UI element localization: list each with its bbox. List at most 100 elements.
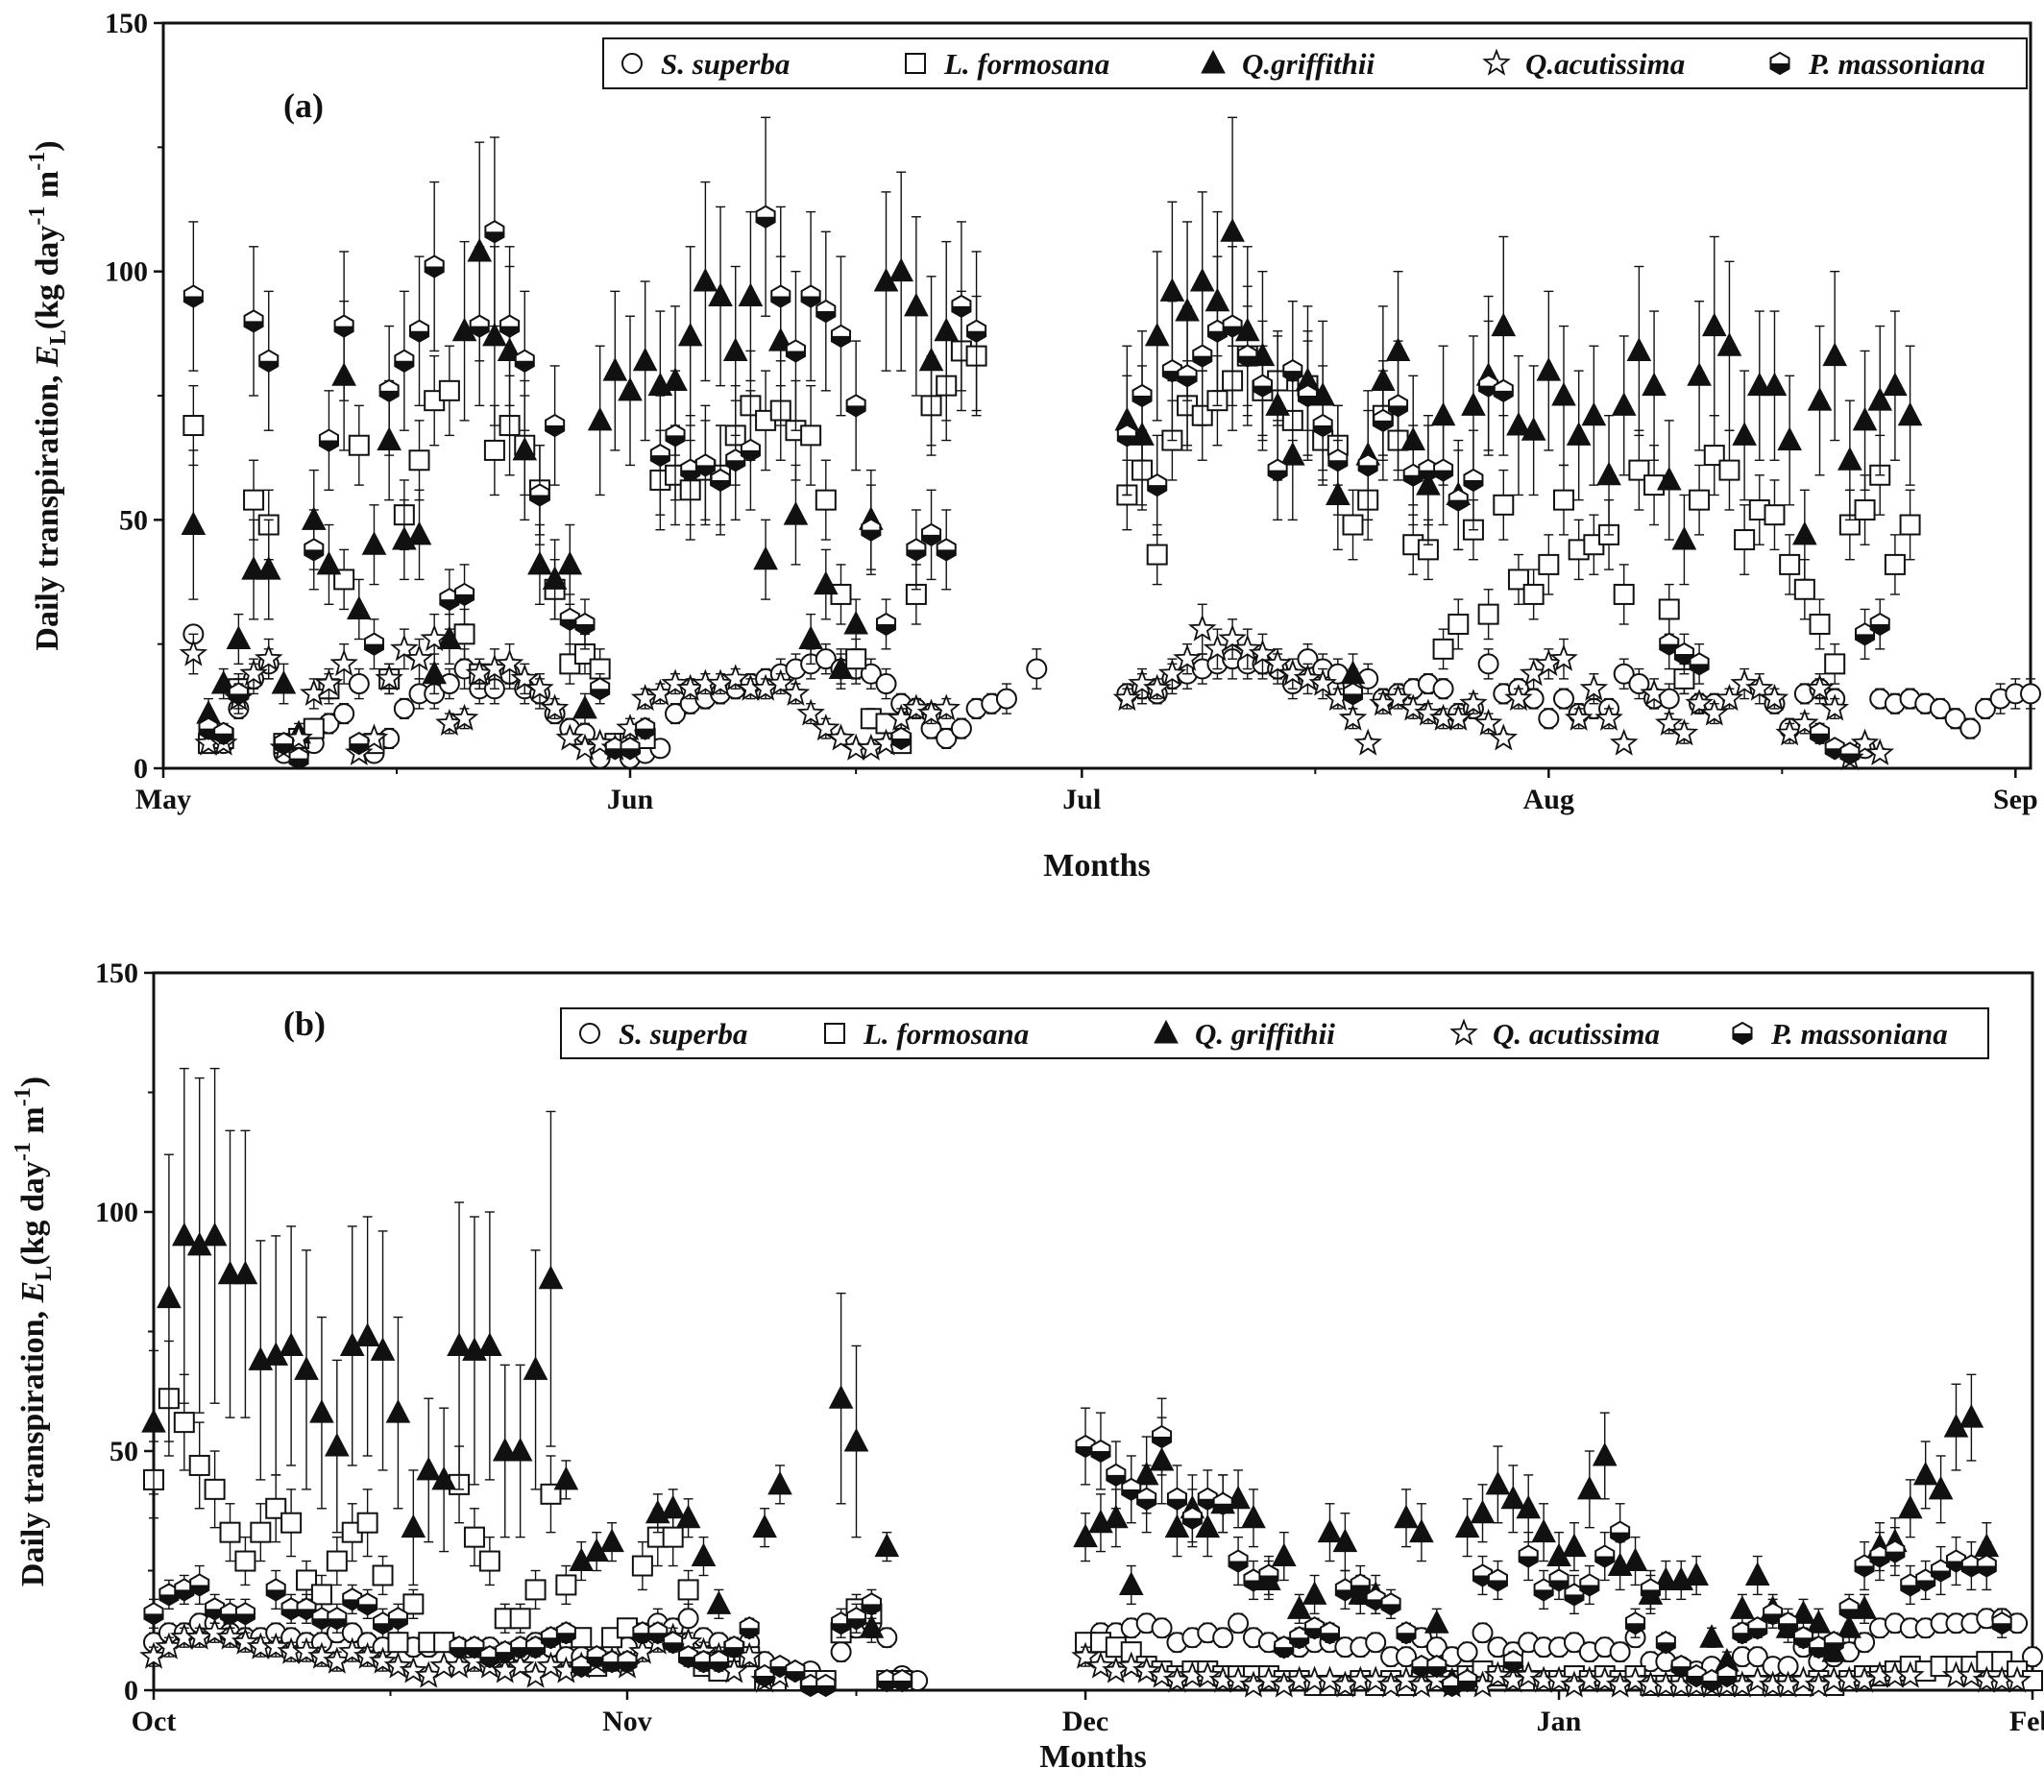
data-point — [918, 347, 944, 372]
data-point — [1424, 1610, 1449, 1634]
data-point — [1265, 392, 1290, 416]
data-point — [599, 1528, 624, 1553]
data-point — [815, 648, 837, 670]
data-point — [617, 1649, 638, 1674]
data-point — [538, 1265, 564, 1290]
data-point — [1592, 1441, 1618, 1466]
data-point — [1806, 1610, 1832, 1634]
data-point — [1477, 603, 1499, 625]
data-point — [294, 1356, 319, 1380]
data-point — [677, 1608, 699, 1630]
data-point — [424, 254, 445, 278]
data-point — [1837, 1614, 1862, 1638]
data-point — [1396, 1621, 1417, 1645]
data-point — [540, 693, 570, 721]
data-point — [309, 1399, 334, 1423]
data-point — [1822, 342, 1848, 367]
data-point — [1839, 741, 1861, 765]
data-point — [1944, 708, 1966, 730]
y-tick-label: 0 — [124, 1675, 138, 1707]
data-point — [585, 728, 615, 756]
data-point — [1622, 1547, 1648, 1572]
data-point — [826, 723, 856, 751]
data-point — [182, 284, 204, 308]
data-point — [1312, 413, 1333, 438]
data-point — [1448, 488, 1469, 512]
data-point — [1504, 684, 1533, 712]
data-point — [1118, 1571, 1144, 1595]
data-point — [1778, 1611, 1799, 1635]
data-point — [525, 673, 554, 701]
data-point — [1518, 1544, 1539, 1568]
data-point — [372, 1564, 394, 1586]
data-point — [859, 1614, 885, 1638]
data-point — [1187, 614, 1217, 642]
data-point — [545, 413, 566, 438]
data-point — [1531, 1518, 1556, 1543]
data-point — [752, 1514, 777, 1538]
data-point — [370, 1337, 396, 1361]
data-point — [635, 716, 656, 740]
panel-b: 0 50 100 150 Oct Nov Dec Jan Feb Months Daily tran… — [11, 957, 2044, 1775]
data-point — [499, 314, 521, 338]
data-point — [876, 1668, 897, 1693]
data-point — [361, 531, 387, 555]
data-point — [1302, 1581, 1327, 1605]
data-point — [527, 550, 552, 575]
data-point — [1423, 1665, 1451, 1693]
data-point — [1912, 1461, 1938, 1486]
data-point — [241, 555, 266, 580]
data-point — [390, 634, 419, 662]
data-point — [1147, 472, 1168, 497]
legend-item: Q.griffithii — [1201, 47, 1375, 81]
data-point — [951, 294, 972, 319]
data-point — [383, 1651, 413, 1679]
data-point — [1613, 663, 1635, 685]
data-point — [1563, 1632, 1585, 1654]
data-point — [1655, 1631, 1676, 1655]
data-point — [1897, 1494, 1923, 1519]
data-point — [677, 322, 703, 347]
data-point — [1157, 659, 1187, 687]
data-point — [1338, 703, 1368, 731]
data-point — [1522, 583, 1545, 605]
data-point — [1258, 1563, 1279, 1587]
data-point — [1566, 422, 1592, 446]
x-tick-label: Dec — [1062, 1706, 1108, 1737]
data-point — [888, 257, 914, 282]
data-point — [1809, 613, 1831, 635]
data-point — [189, 1573, 210, 1597]
x-tick-label: Jan — [1537, 1706, 1582, 1737]
legend: S. superba L. formosana Q.griffithii Q.acut… — [602, 37, 2028, 89]
data-point — [1121, 1477, 1142, 1501]
data-point — [1670, 1654, 1691, 1679]
data-point — [1929, 697, 1951, 719]
x-tick-label: Feb — [2009, 1706, 2044, 1737]
data-point — [1197, 1487, 1218, 1511]
data-point — [226, 625, 252, 649]
data-point — [1146, 544, 1168, 566]
data-point — [254, 643, 283, 671]
data-point — [1718, 459, 1740, 481]
data-point — [1931, 1559, 1952, 1583]
data-point — [469, 314, 490, 338]
data-point — [1538, 553, 1560, 575]
legend-label: S. superba — [619, 1017, 747, 1051]
data-point — [1609, 728, 1639, 756]
data-point — [1308, 668, 1337, 696]
x-tick-label: Oct — [132, 1706, 177, 1737]
data-point — [346, 595, 372, 619]
data-point — [447, 1332, 472, 1356]
data-point — [1549, 643, 1578, 671]
data-point — [1327, 448, 1349, 472]
y-axis-title: Daily transpiration, EL(kg day-1 m-1) — [25, 140, 71, 650]
data-point — [1960, 1554, 1982, 1578]
data-point — [1715, 684, 1744, 712]
legend-marker — [621, 53, 643, 74]
series-q-griffithii — [181, 116, 1923, 744]
data-point — [812, 714, 840, 741]
data-point — [353, 1641, 382, 1669]
data-point — [401, 1514, 426, 1538]
data-point — [1959, 1404, 1984, 1428]
